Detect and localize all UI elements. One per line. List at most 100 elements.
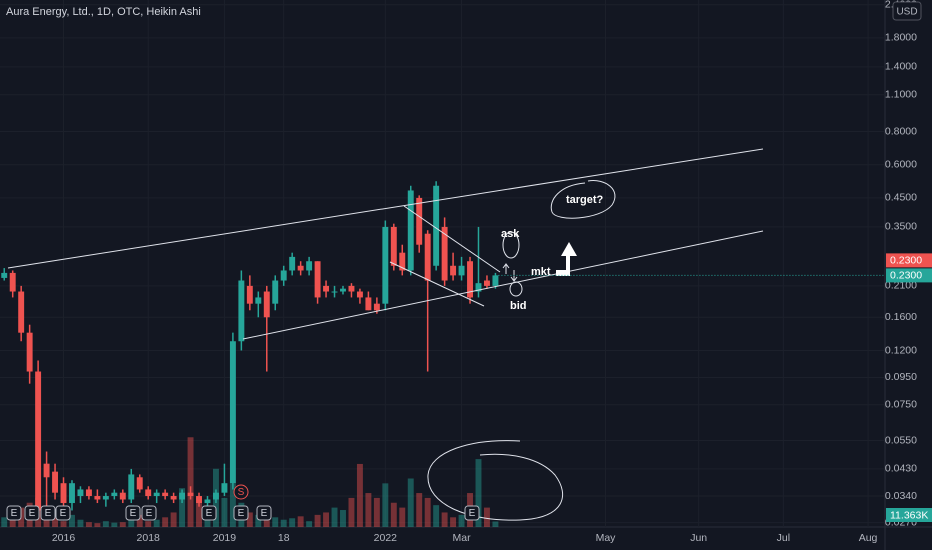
volume-bar (475, 459, 482, 527)
candle-body (263, 291, 270, 318)
volume-bar (314, 514, 321, 527)
candle-body (128, 474, 135, 500)
candle-body (424, 233, 431, 281)
volume-bar (492, 521, 499, 527)
x-tick-label: Mar (453, 532, 472, 544)
volume-bar (145, 521, 152, 527)
volume-bar (483, 507, 490, 527)
volume-bar (43, 518, 50, 527)
candle-body (9, 272, 16, 292)
volume-bar (111, 522, 118, 527)
volume-bar (365, 493, 372, 527)
event-label: E (11, 508, 18, 519)
annotation: bid (510, 300, 527, 312)
y-tick-label: 0.1600 (885, 311, 917, 323)
volume-bar (52, 517, 59, 527)
event-label: E (29, 508, 36, 519)
event-label: E (206, 508, 213, 519)
chart-title: Aura Energy, Ltd., 1D, OTC, Heikin Ashi (6, 6, 201, 18)
candle-body (382, 226, 389, 304)
candle-body (187, 492, 194, 497)
y-tick-label: 0.4500 (885, 192, 917, 204)
candle-body (458, 265, 465, 276)
volume-bar (373, 497, 380, 527)
candle-body (60, 483, 67, 504)
candle-body (136, 477, 143, 490)
volume-bar (458, 514, 465, 527)
candle-body (179, 492, 186, 500)
candle-body (255, 297, 262, 304)
volume-bar (441, 512, 448, 527)
price-label: 0.2300 (890, 270, 922, 282)
volume-bar (9, 519, 16, 527)
candle-body (1, 272, 8, 278)
candle-body (348, 285, 355, 292)
volume-bar (102, 521, 109, 527)
volume-bar (340, 510, 346, 527)
volume-bar (229, 483, 236, 527)
candle-body (35, 371, 42, 511)
event-label: E (469, 508, 476, 519)
candle-body (416, 197, 423, 245)
y-tick-label: 0.2100 (885, 280, 917, 292)
candle-body (441, 226, 448, 281)
event-label: E (60, 508, 67, 519)
bid-circle (509, 281, 523, 297)
split-marker (233, 484, 249, 500)
volume-bar (196, 497, 202, 527)
wedge-lower (389, 261, 485, 307)
event-label: E (45, 508, 52, 519)
event-label: E (146, 508, 153, 519)
volume-bar (69, 514, 75, 527)
volume-bar (272, 517, 279, 527)
candle-body (314, 261, 321, 298)
y-tick-label: 0.0750 (885, 399, 917, 411)
big-up-arrow (556, 242, 577, 276)
volume-bar (179, 488, 186, 527)
candles (1, 181, 499, 519)
candle-body (297, 265, 304, 271)
event-marker (233, 505, 249, 521)
candle-body (196, 496, 202, 504)
volume-bar (119, 522, 126, 527)
y-tick-label: 0.3500 (885, 221, 917, 233)
volume-bar (424, 497, 431, 527)
candle-body (373, 303, 380, 311)
y-tick-label: 0.6000 (885, 158, 917, 170)
y-tick-label: 0.1200 (885, 344, 917, 356)
x-tick-label: Jun (690, 532, 707, 544)
candle-body (162, 492, 169, 497)
volume-bar (382, 483, 389, 527)
candle-body (399, 252, 406, 271)
volume-bar (390, 502, 397, 527)
volume-bar (85, 522, 92, 527)
volume-bar (170, 512, 177, 527)
volume-label-box (886, 508, 932, 522)
volume-bar (297, 516, 304, 527)
event-marker (40, 505, 56, 521)
candle-body (119, 492, 126, 500)
x-tick-label: 18 (278, 532, 290, 544)
candle-body (153, 492, 160, 497)
candle-body (390, 226, 397, 266)
candle-body (433, 185, 440, 266)
candle-body (69, 483, 75, 504)
candle-body (306, 261, 313, 271)
volume-bar (1, 517, 8, 527)
candle-body (356, 291, 363, 298)
target-circle (550, 180, 616, 219)
candle-body (280, 270, 287, 281)
candle-body (475, 283, 482, 292)
candle-body (43, 463, 50, 478)
volume-label: 11.363K (890, 509, 928, 521)
event-marker (24, 505, 40, 521)
drawings (7, 148, 764, 521)
x-tick-label: May (596, 532, 617, 544)
volume-circle (427, 440, 564, 521)
candle-body (212, 492, 219, 500)
candle-body (407, 190, 414, 271)
candle-body (85, 489, 92, 497)
volume-bar (331, 507, 338, 527)
candle-body (272, 280, 279, 304)
